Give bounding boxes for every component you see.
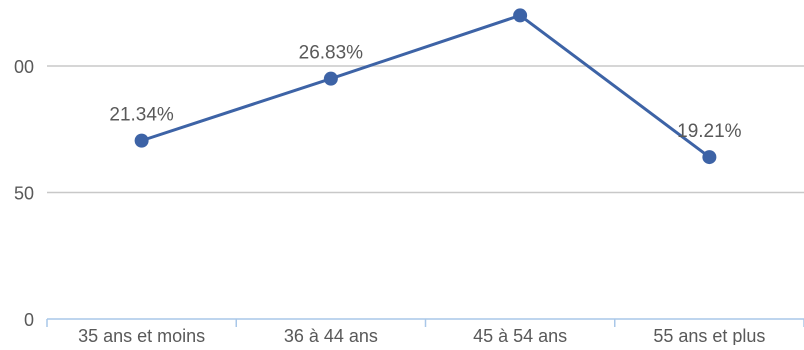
data-label: 21.34% (109, 105, 174, 126)
y-tick-label-100: 00 (14, 57, 34, 77)
data-point (135, 134, 149, 148)
x-tick-label: 45 à 54 ans (473, 326, 567, 345)
series (135, 8, 717, 164)
y-tick-label-0: 0 (24, 310, 34, 330)
data-label: 19.21% (677, 121, 742, 142)
x-tick-label: 55 ans et plus (653, 326, 765, 345)
x-axis: 35 ans et moins 36 à 44 ans 45 à 54 ans 55 … (47, 319, 804, 345)
y-axis-tick-labels: 0 50 00 (14, 57, 34, 330)
y-tick-label-50: 50 (14, 184, 34, 204)
data-point (702, 150, 716, 164)
data-label: 26.83% (299, 43, 364, 64)
data-point (513, 8, 527, 22)
x-tick-label: 35 ans et moins (78, 326, 205, 345)
data-point (324, 72, 338, 86)
x-tick-label: 36 à 44 ans (284, 326, 378, 345)
series-line (142, 15, 710, 157)
